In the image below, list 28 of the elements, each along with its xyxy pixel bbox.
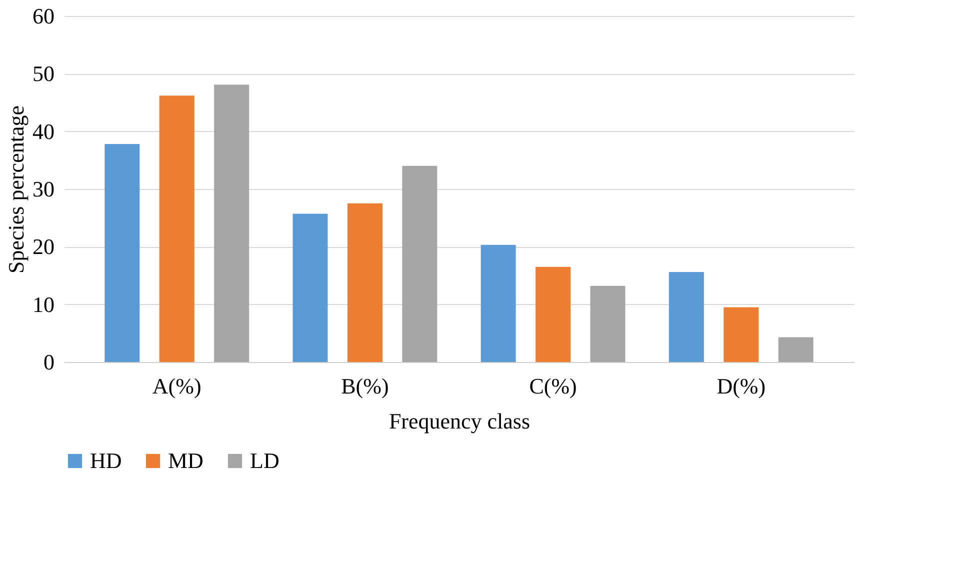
- y-tick-label: 50: [32, 61, 54, 86]
- bar: [668, 272, 704, 362]
- legend-label: LD: [250, 448, 280, 473]
- x-tick-label: B(%): [341, 374, 389, 398]
- x-tick-label: A(%): [152, 374, 202, 398]
- bar: [724, 307, 759, 362]
- y-axis-title: Species percentage: [4, 106, 28, 274]
- bar: [292, 214, 328, 362]
- bar: [214, 84, 250, 362]
- legend-label: MD: [168, 448, 204, 473]
- bar: [402, 166, 438, 362]
- x-tick-label: D(%): [716, 374, 766, 398]
- bar: [347, 203, 382, 362]
- bar: [480, 244, 516, 362]
- y-tick-label: 60: [32, 4, 54, 28]
- legend-label: HD: [90, 448, 122, 473]
- bar: [590, 286, 626, 362]
- bar: [104, 144, 140, 362]
- y-tick-label: 0: [44, 350, 54, 374]
- bar: [159, 96, 194, 362]
- x-tick-label: C(%): [529, 374, 577, 398]
- x-axis-title: Frequency class: [388, 408, 530, 434]
- y-tick-label: 20: [32, 234, 54, 260]
- bar: [778, 337, 814, 362]
- y-tick-label: 30: [32, 176, 54, 202]
- y-tick-label: 10: [32, 292, 54, 317]
- y-tick-label: 40: [32, 118, 54, 144]
- bar: [536, 266, 571, 362]
